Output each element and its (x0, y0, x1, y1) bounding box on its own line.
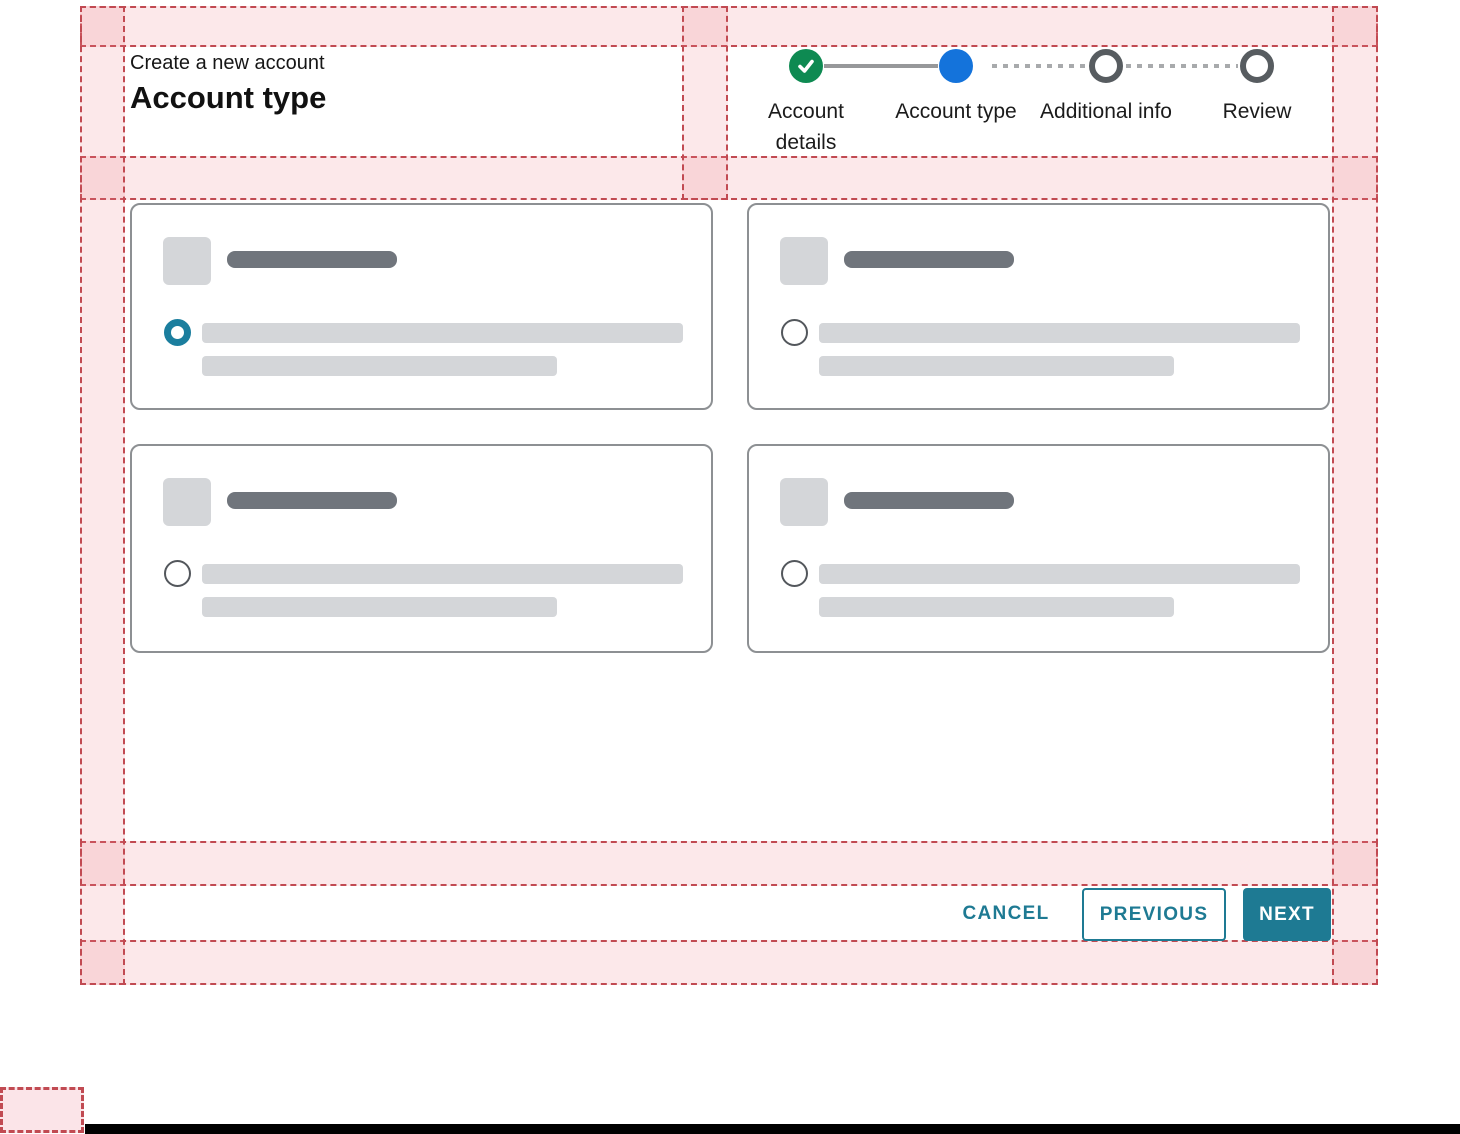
placeholder-icon (780, 478, 828, 526)
bottom-black-bar (85, 1124, 1460, 1134)
placeholder-title-bar (227, 492, 397, 509)
placeholder-text-line (819, 323, 1300, 343)
step-label: Review (1222, 100, 1292, 123)
option-radio[interactable] (781, 319, 808, 346)
placeholder-icon (780, 237, 828, 285)
cancel-button[interactable]: CANCEL (948, 890, 1064, 938)
account-type-option-card[interactable] (747, 444, 1330, 653)
placeholder-text-line (819, 597, 1174, 617)
placeholder-text-line (202, 597, 557, 617)
step-label: Additional info (1040, 100, 1172, 123)
option-radio[interactable] (164, 319, 191, 346)
account-type-option-card[interactable] (130, 203, 713, 410)
step-label: Account type (895, 100, 1017, 123)
placeholder-text-line (819, 356, 1174, 376)
wizard-eyebrow: Create a new account (130, 52, 325, 74)
step-upcoming-indicator (1089, 49, 1123, 83)
account-type-option-card[interactable] (130, 444, 713, 653)
previous-button[interactable]: PREVIOUS (1082, 888, 1226, 941)
grid-band-prefooter (80, 841, 1378, 886)
grid-band-subheader (80, 156, 1378, 200)
check-icon (798, 59, 814, 73)
next-button[interactable]: NEXT (1243, 888, 1331, 941)
grid-legend-swatch (0, 1087, 84, 1133)
placeholder-title-bar (227, 251, 397, 268)
step-upcoming-indicator (1240, 49, 1274, 83)
grid-gutter-middle (682, 6, 728, 200)
grid-band-top (80, 6, 1378, 47)
placeholder-text-line (202, 323, 683, 343)
placeholder-title-bar (844, 492, 1014, 509)
placeholder-icon (163, 237, 211, 285)
step-connector-dotted (1126, 64, 1238, 68)
placeholder-title-bar (844, 251, 1014, 268)
progress-stepper: Account details Account type Additional … (745, 45, 1325, 160)
option-radio[interactable] (164, 560, 191, 587)
placeholder-text-line (819, 564, 1300, 584)
grid-band-footer (80, 940, 1378, 985)
option-radio[interactable] (781, 560, 808, 587)
step-connector-dotted (992, 64, 1086, 68)
account-type-option-card[interactable] (747, 203, 1330, 410)
placeholder-icon (163, 478, 211, 526)
grid-gutter-right (1332, 6, 1378, 985)
step-complete-indicator (789, 49, 823, 83)
grid-gutter-left (80, 6, 125, 985)
step-label: Account details (768, 100, 844, 154)
step-current-indicator (939, 49, 973, 83)
step-connector-solid (824, 64, 938, 68)
placeholder-text-line (202, 564, 683, 584)
placeholder-text-line (202, 356, 557, 376)
page-title: Account type (130, 80, 327, 115)
